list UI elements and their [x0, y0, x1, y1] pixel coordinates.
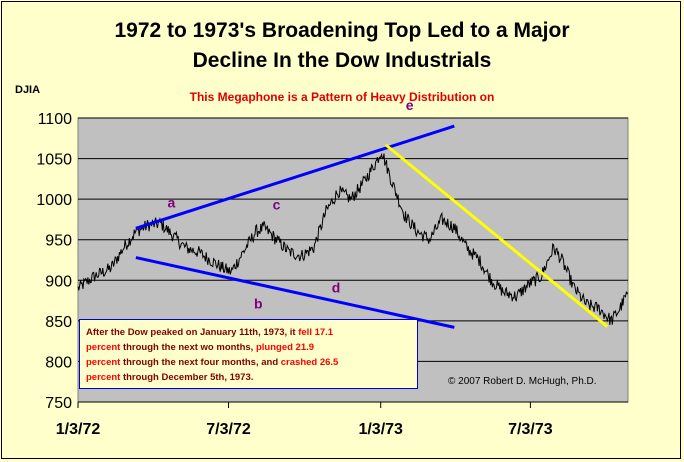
y-tick-label: 800 [45, 354, 72, 371]
x-tick-label: 7/3/73 [508, 421, 553, 438]
x-axis-ticks: 1/3/72 7/3/72 1/3/73 7/3/73 [56, 402, 553, 438]
y-tick-label: 1050 [36, 152, 72, 169]
annotation-percent-1: percent [86, 342, 121, 353]
annotation-text-4: and [261, 357, 281, 368]
y-tick-label: 900 [45, 273, 72, 290]
chart-title-line-2: Decline In the Dow Industrials [192, 49, 492, 72]
djia-price-line [77, 152, 629, 326]
x-tick-label: 7/3/72 [206, 421, 251, 438]
wave-label-c: c [273, 197, 281, 213]
annotation-text-3: through the next four months, [120, 357, 262, 368]
wave-label-a: a [168, 194, 176, 210]
wave-labels: a b c d e [168, 97, 414, 312]
trend-lines [135, 124, 609, 329]
annotation-fell: fell 17.1 [298, 327, 334, 338]
annotation-crashed: crashed 26.5 [280, 357, 339, 368]
decline-line [384, 143, 609, 328]
lower-megaphone-line [135, 256, 455, 329]
annotation-text-5: through December 5th, 1973. [120, 372, 254, 383]
x-tick-label: 1/3/73 [358, 421, 403, 438]
y-tick-label: 1000 [36, 192, 72, 209]
y-axis-ticks: 750 800 850 900 950 1000 1050 1100 [36, 111, 72, 412]
y-axis-label: DJIA [15, 84, 41, 96]
y-tick-label: 750 [45, 395, 72, 412]
annotation-text-1: After the Dow peaked on January 11th, 19… [86, 327, 299, 338]
wave-label-b: b [254, 296, 263, 312]
chart-title-line-1: 1972 to 1973's Broadening Top Led to a M… [114, 19, 570, 42]
upper-megaphone-line [135, 124, 455, 230]
y-tick-label: 1100 [38, 111, 73, 128]
annotation-percent-3: percent [86, 372, 121, 383]
y-tick-label: 850 [45, 314, 72, 331]
copyright-notice: © 2007 Robert D. McHugh, Ph.D. [448, 376, 597, 387]
chart-subtitle: This Megaphone is a Pattern of Heavy Dis… [189, 90, 495, 104]
annotation-percent-2: percent [86, 357, 121, 368]
wave-label-e: e [406, 97, 414, 113]
y-tick-label: 950 [45, 233, 72, 250]
x-tick-label: 1/3/72 [56, 421, 101, 438]
wave-label-d: d [332, 279, 341, 295]
annotation-box: After the Dow peaked on January 11th, 19… [79, 319, 418, 389]
annotation-plunged: plunged 21.9 [255, 342, 315, 353]
annotation-text-2: through the next wo months, [120, 342, 256, 353]
